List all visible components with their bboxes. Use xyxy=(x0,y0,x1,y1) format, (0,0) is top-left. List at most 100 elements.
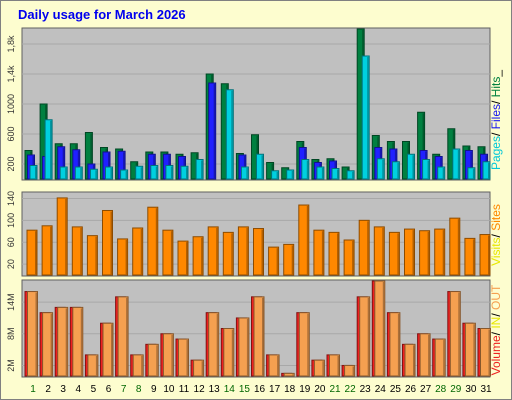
bar-shade xyxy=(108,153,110,179)
bar-shade xyxy=(352,366,355,376)
bar-shade xyxy=(473,324,475,376)
bar-sites-day-24 xyxy=(373,226,385,276)
bar-shade xyxy=(307,313,309,376)
bar-out-day-20 xyxy=(313,359,325,377)
bar-shade xyxy=(141,355,143,376)
bar-shade xyxy=(382,227,384,275)
x-tick-day-15: 15 xyxy=(239,384,251,395)
bar-out-day-5 xyxy=(87,354,99,377)
bar-pages-day-16 xyxy=(256,153,264,180)
bar-out-day-23 xyxy=(359,296,371,377)
x-tick-day-23: 23 xyxy=(360,384,372,395)
bar-shade xyxy=(186,340,188,376)
bar-sites-day-10 xyxy=(162,229,174,276)
y-tick-label: 2M xyxy=(6,359,16,372)
bar-shade xyxy=(470,151,472,179)
bar-shade xyxy=(382,282,385,376)
bar-out-day-25 xyxy=(389,312,401,377)
bar-shade xyxy=(35,292,37,376)
bar-sites-day-19 xyxy=(298,204,310,276)
bar-shade xyxy=(62,147,65,179)
x-tick-day-6: 6 xyxy=(106,384,112,395)
bar-shade xyxy=(488,329,490,376)
x-tick-day-24: 24 xyxy=(375,384,387,395)
bar-sites-day-29 xyxy=(449,217,461,276)
bar-pages-day-23 xyxy=(361,55,370,180)
bar-shade xyxy=(262,297,264,376)
bar-sites-day-27 xyxy=(419,230,431,276)
bar-sites-day-3 xyxy=(56,197,68,276)
panel-label-part: / xyxy=(489,331,503,335)
bar-out-day-26 xyxy=(404,343,416,377)
x-tick-day-20: 20 xyxy=(314,384,326,395)
bar-shade xyxy=(276,248,279,275)
bar-shade xyxy=(397,233,399,275)
bar-shade xyxy=(95,355,98,376)
bar-pages-day-11 xyxy=(180,165,189,180)
panel-label-part: / xyxy=(489,132,503,136)
bar-shade xyxy=(171,334,173,376)
bar-shade xyxy=(50,120,52,179)
y-tick-label: 20 xyxy=(6,259,16,269)
bar-pages-day-10 xyxy=(165,165,174,180)
bar-shade xyxy=(77,150,80,179)
bar-pages-day-31 xyxy=(482,161,491,180)
bar-out-day-3 xyxy=(57,306,69,377)
bar-out-day-11 xyxy=(178,338,189,377)
y-tick-label: 140 xyxy=(6,191,16,206)
bar-pages-day-18 xyxy=(286,169,295,180)
x-tick-day-7: 7 xyxy=(121,384,127,395)
bar-out-day-7 xyxy=(117,296,129,377)
bar-shade xyxy=(110,168,112,179)
y-tick-label: 600 xyxy=(6,126,16,141)
bar-out-day-29 xyxy=(449,291,461,377)
panel-label-part: Volume xyxy=(489,335,503,375)
bar-shade xyxy=(201,160,203,179)
bar-shade xyxy=(427,160,430,179)
bar-shade xyxy=(170,231,173,275)
bar-shade xyxy=(412,230,414,275)
panel-label-part: / xyxy=(489,313,503,317)
bar-shade xyxy=(95,236,97,275)
bar-shade xyxy=(35,231,37,275)
bar-shade xyxy=(458,292,460,376)
bar-shade xyxy=(472,239,475,275)
x-tick-day-25: 25 xyxy=(390,384,402,395)
bar-shade xyxy=(65,168,67,179)
x-tick-day-28: 28 xyxy=(435,384,447,395)
y-tick-label: 60 xyxy=(6,237,16,247)
bar-pages-day-24 xyxy=(376,158,385,180)
chart-title: Daily usage for March 2026 xyxy=(18,7,186,22)
bar-pages-day-15 xyxy=(240,166,249,180)
bar-shade xyxy=(277,355,279,376)
bar-files-day-13 xyxy=(208,82,217,180)
panel-label-part: _ xyxy=(489,70,503,78)
bar-shade xyxy=(201,361,204,376)
bar-shade xyxy=(125,171,128,179)
panel-label-part: Sites xyxy=(489,204,503,234)
bar-shade xyxy=(367,57,369,179)
bar-sites-day-20 xyxy=(313,229,325,276)
bar-out-day-28 xyxy=(434,338,446,377)
bar-out-day-2 xyxy=(42,312,54,377)
bar-shade xyxy=(90,133,92,179)
x-tick-day-5: 5 xyxy=(91,384,97,395)
bar-shade xyxy=(352,241,354,275)
bar-shade xyxy=(457,150,460,179)
bar-sites-day-28 xyxy=(434,228,446,276)
panel-label-part: Pages xyxy=(489,136,503,170)
bar-pages-day-2 xyxy=(44,119,53,180)
bar-shade xyxy=(397,313,400,376)
x-tick-day-3: 3 xyxy=(60,384,66,395)
bar-shade xyxy=(216,227,218,275)
panel-label-part: Visits xyxy=(489,237,503,265)
bar-out-day-10 xyxy=(162,333,174,377)
bar-shade xyxy=(291,245,294,275)
bar-out-day-24 xyxy=(374,280,386,377)
panel-label-part: Hits xyxy=(489,77,503,101)
bar-pages-day-22 xyxy=(346,170,355,180)
bar-out-day-9 xyxy=(147,343,159,377)
bar-pages-day-5 xyxy=(89,168,98,180)
bar-shade xyxy=(442,230,445,275)
bar-sites-day-23 xyxy=(358,219,370,276)
